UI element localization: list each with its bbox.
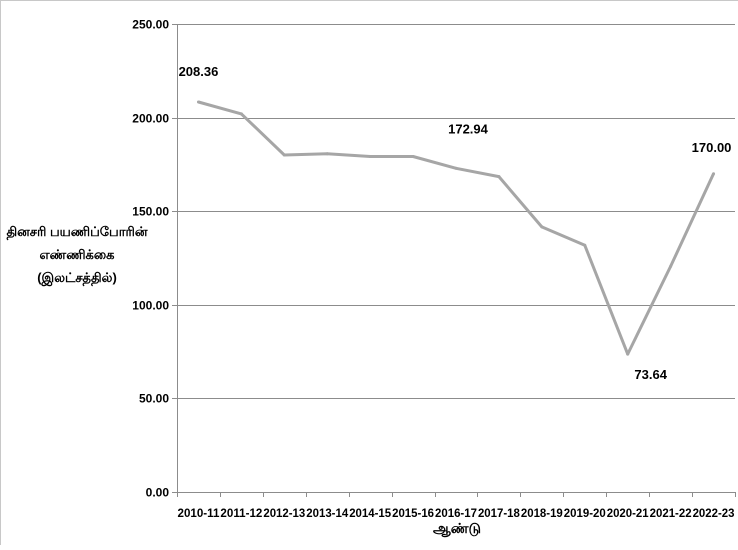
y-axis-label-line-3: (இலட்சத்தில்) xyxy=(37,270,117,285)
data-point xyxy=(325,152,329,156)
x-tick-label: 2019-20 xyxy=(564,508,606,520)
x-tick-label: 2021-22 xyxy=(650,508,692,520)
x-tick-labels: 2010-11 2011-12 2012-13 2013-14 2014-15 2015-… xyxy=(178,508,735,520)
data-point xyxy=(411,155,415,159)
y-axis-label-line-2: எண்ணிக்கை xyxy=(39,247,115,262)
data-label: 208.36 xyxy=(179,64,219,79)
data-point xyxy=(196,100,200,104)
x-tick-label: 2012-13 xyxy=(263,508,305,520)
data-point xyxy=(540,225,544,229)
x-tick-label: 2022-23 xyxy=(693,508,735,520)
x-axis-label: ஆண்டு xyxy=(432,520,481,536)
data-point xyxy=(282,153,286,157)
data-label: 172.94 xyxy=(448,121,489,136)
data-point xyxy=(454,166,458,170)
y-tick-label: 150.00 xyxy=(132,205,169,219)
data-point xyxy=(712,172,716,176)
x-tick-label: 2011-12 xyxy=(220,508,262,520)
data-label: 73.64 xyxy=(634,367,667,382)
y-axis-label-line-1: தினசரி பயணிப்போரின் xyxy=(6,224,148,239)
y-tick-label: 0.00 xyxy=(146,486,170,500)
series-line xyxy=(196,100,716,356)
data-point xyxy=(368,155,372,159)
y-tick-label: 200.00 xyxy=(132,112,169,126)
y-tick-label: 100.00 xyxy=(132,299,169,313)
gridlines xyxy=(177,24,735,399)
x-tick-label: 2010-11 xyxy=(178,508,221,520)
data-point xyxy=(583,243,587,247)
axes xyxy=(172,24,736,497)
x-tick-label: 2016-17 xyxy=(435,508,477,520)
data-point xyxy=(669,264,673,268)
y-tick-label: 50.00 xyxy=(139,392,169,406)
x-tick-label: 2015-16 xyxy=(392,508,434,520)
data-point xyxy=(626,352,630,356)
x-tick-label: 2018-19 xyxy=(521,508,563,520)
data-point xyxy=(497,175,501,179)
series-line-path xyxy=(198,100,715,356)
data-point xyxy=(239,112,243,116)
y-tick-labels: 0.00 50.00 100.00 150.00 200.00 250.00 xyxy=(132,18,169,500)
data-label: 170.00 xyxy=(692,140,732,155)
x-tick-label: 2014-15 xyxy=(349,508,392,520)
y-tick-label: 250.00 xyxy=(132,18,169,32)
x-tick-label: 2017-18 xyxy=(478,508,521,520)
data-labels: 208.36 172.94 73.64 170.00 xyxy=(179,64,732,382)
x-tick-label: 2020-21 xyxy=(607,508,650,520)
x-tick-label: 2013-14 xyxy=(306,508,349,520)
